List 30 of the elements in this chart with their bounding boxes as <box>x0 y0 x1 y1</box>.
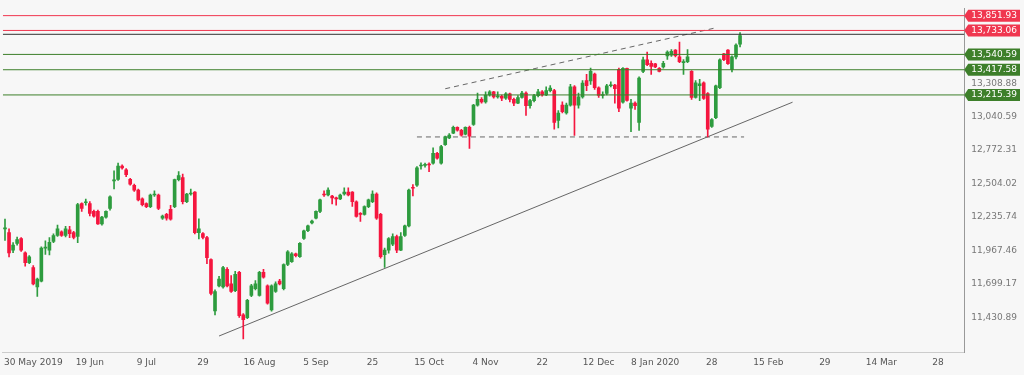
ref-line-label: 13,417.58 <box>971 64 1018 75</box>
y-tick-label: 11,699.17 <box>971 278 1018 289</box>
x-tick-label: 9 Jul <box>136 356 157 367</box>
ref-line-label: 13,215.39 <box>971 89 1018 100</box>
x-tick-label: 14 Mar <box>865 356 898 367</box>
x-tick-label: 28 <box>932 356 944 367</box>
x-tick-label: 12 Dec <box>582 356 615 367</box>
x-tick-label: 5 Sep <box>303 356 330 367</box>
x-tick-label: 30 May 2019 <box>3 356 63 367</box>
ref-line-label: 13,851.93 <box>971 9 1018 20</box>
y-tick-label: 13,308.88 <box>971 77 1018 88</box>
x-tick-label: 15 Feb <box>753 356 784 367</box>
y-tick-label: 12,504.02 <box>971 177 1018 188</box>
y-tick-label: 12,235.74 <box>971 211 1018 222</box>
x-tick-label: 29 <box>819 356 831 367</box>
x-tick-label: 19 Jun <box>75 356 105 367</box>
ref-line-label: 13,540.59 <box>971 48 1018 59</box>
x-tick-label: 4 Nov <box>472 356 500 367</box>
y-tick-label: 11,967.46 <box>971 244 1018 255</box>
x-tick-label: 29 <box>197 356 209 367</box>
x-tick-label: 28 <box>706 356 718 367</box>
ref-line-label: 13,733.06 <box>971 24 1018 35</box>
x-tick-label: 8 Jan 2020 <box>631 356 680 367</box>
x-tick-label: 25 <box>366 356 379 367</box>
y-tick-label: 13,040.59 <box>971 111 1018 122</box>
y-tick-label: 11,430.89 <box>971 311 1018 322</box>
x-tick-label: 16 Aug <box>243 356 276 367</box>
x-tick-label: 15 Oct <box>414 356 445 367</box>
x-tick-label: 22 <box>536 356 548 367</box>
y-tick-label: 12,772.31 <box>971 144 1018 155</box>
